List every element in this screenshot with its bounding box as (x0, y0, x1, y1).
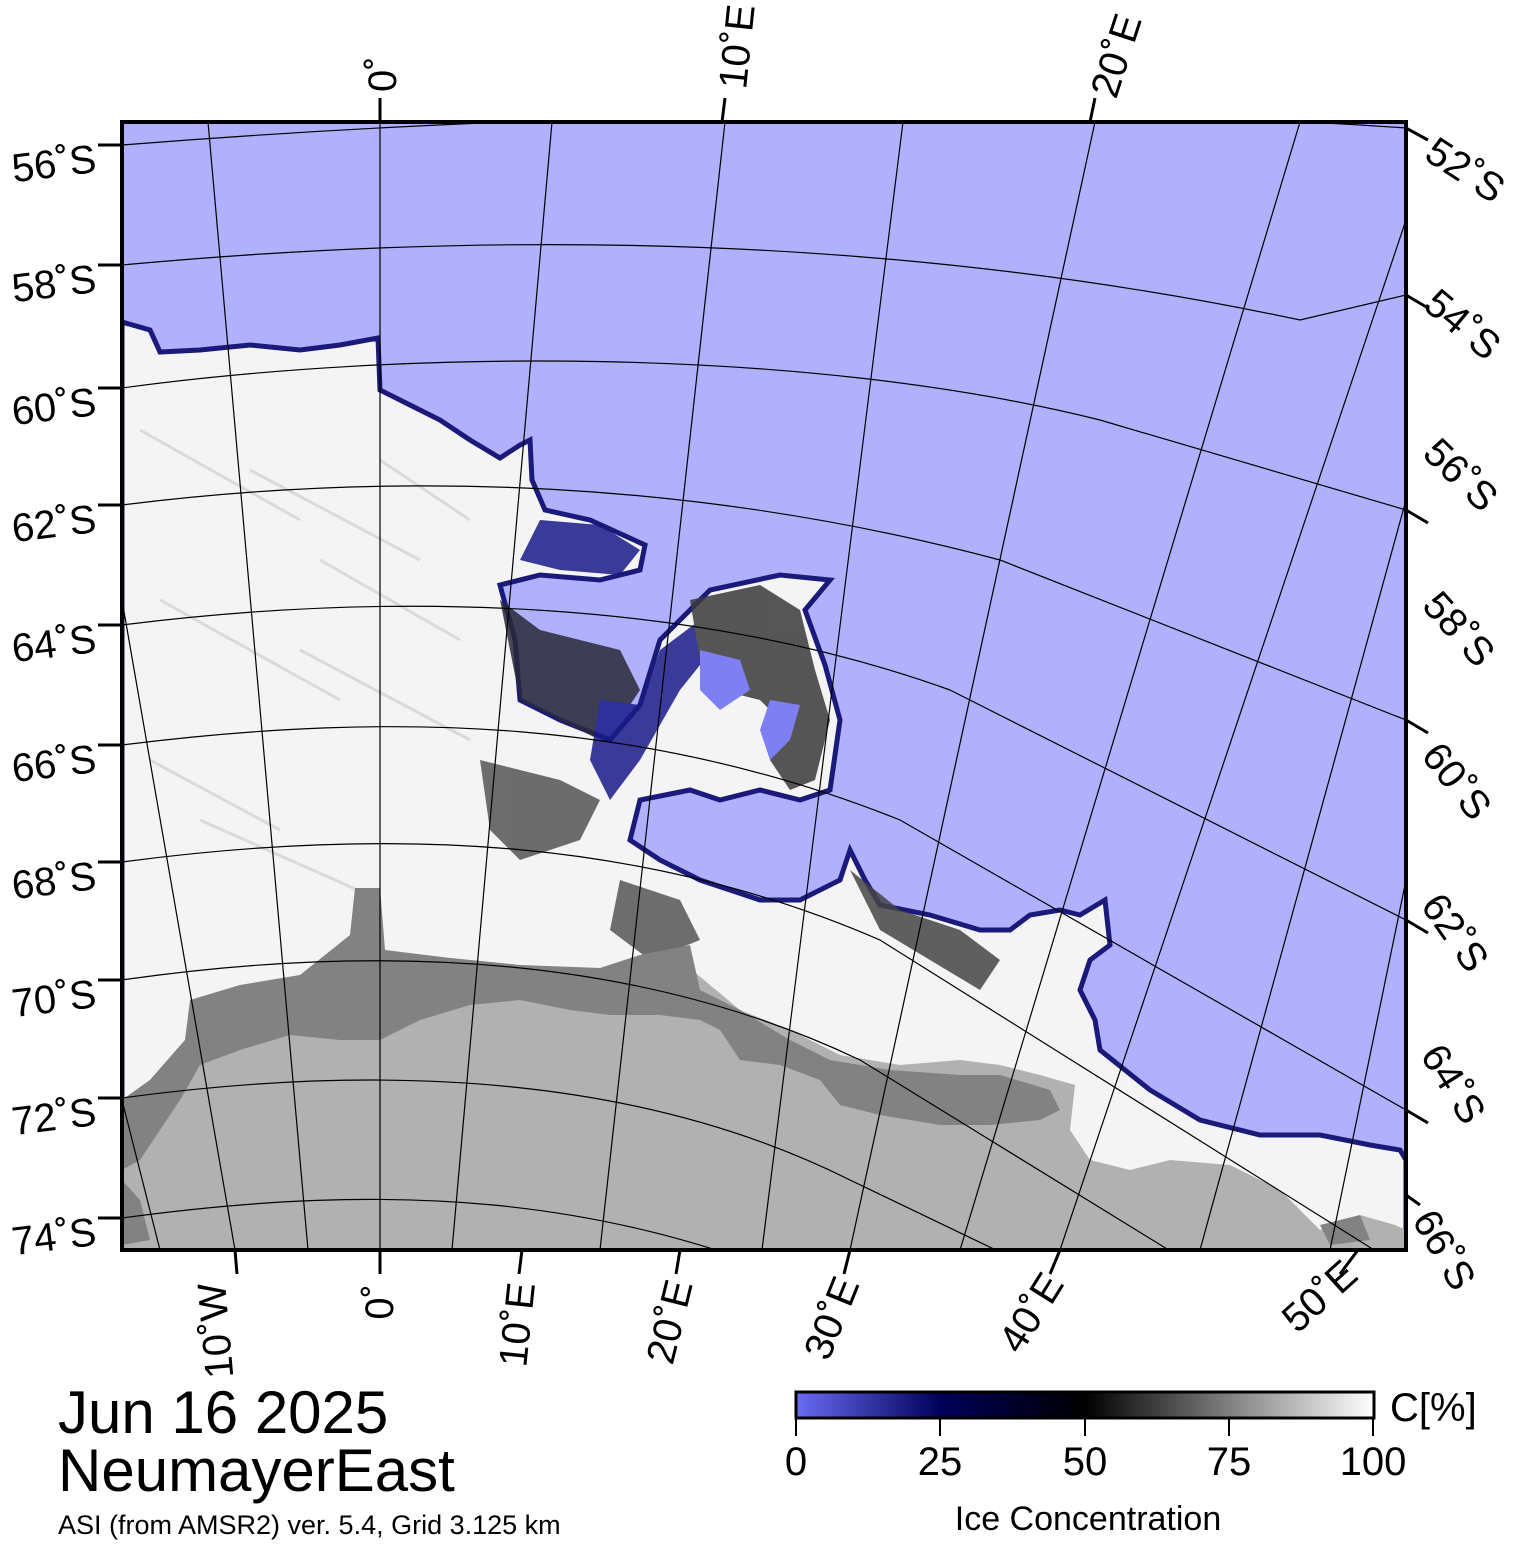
lat-label-right: 64˚S (1412, 1037, 1494, 1132)
colorbar (794, 1390, 1376, 1420)
data-source: ASI (from AMSR2) ver. 5.4, Grid 3.125 km (58, 1510, 561, 1540)
lat-label-left: 74˚S (9, 1210, 98, 1264)
ice-shelf (122, 1180, 150, 1245)
lat-label-left: 56˚S (9, 137, 98, 191)
colorbar-tick-label: 0 (784, 1440, 808, 1484)
lat-label-left: 70˚S (9, 972, 98, 1026)
longitude-lines (122, 122, 1406, 1250)
lon-label-top: 10˚E (711, 2, 764, 91)
ice-shelf (122, 888, 1060, 1170)
lat-label-left: 62˚S (9, 497, 98, 551)
lon-label-bottom: 10˚W (190, 1281, 242, 1380)
bottom-lon-labels: 10˚W 0˚ 10˚E 20˚E 30˚E 40˚E 50˚E (190, 1252, 1366, 1380)
lon-label-bottom: 20˚E (639, 1276, 702, 1369)
map-date: Jun 16 2025 (58, 1379, 389, 1446)
colorbar-label: Ice Concentration (954, 1500, 1222, 1538)
colorbar-ticks (795, 1418, 1374, 1436)
colorbar-unit: C[%] (1390, 1386, 1477, 1430)
colorbar-tick-label: 100 (1339, 1440, 1407, 1484)
region-name: NeumayerEast (58, 1437, 455, 1504)
lat-label-right: 56˚S (1415, 430, 1506, 520)
latitude-lines (122, 122, 1406, 1250)
lat-label-left: 66˚S (9, 737, 98, 791)
map-frame (120, 120, 1408, 1252)
lat-label-right: 52˚S (1418, 129, 1513, 212)
lon-label-bottom: 0˚ (358, 1284, 402, 1320)
colorbar-tick-label: 25 (917, 1440, 963, 1484)
left-lat-labels: 56˚S 58˚S 60˚S 62˚S 64˚S 66˚S 68˚S 70˚S … (9, 137, 98, 1264)
lat-label-left: 58˚S (9, 257, 98, 311)
lat-label-left: 60˚S (9, 380, 98, 434)
lon-label-top: 20˚E (1083, 9, 1151, 103)
lon-label-bottom: 40˚E (991, 1265, 1073, 1360)
colorbar-tick-label: 50 (1062, 1440, 1108, 1484)
lat-label-right: 60˚S (1413, 735, 1500, 829)
top-lon-labels: 0˚ 10˚E 20˚E (361, 2, 1151, 102)
lat-label-right: 54˚S (1416, 281, 1509, 369)
lat-label-left: 72˚S (9, 1090, 98, 1144)
lon-label-bottom: 10˚E (491, 1280, 544, 1369)
lon-label-bottom: 50˚E (1274, 1252, 1366, 1341)
pack-ice-texture (139, 428, 471, 902)
lon-label-bottom: 30˚E (796, 1271, 868, 1366)
lat-label-left: 68˚S (9, 854, 98, 908)
lat-label-right: 66˚S (1404, 1203, 1484, 1298)
marginal-ice-zone (480, 520, 1000, 990)
lat-label-right: 58˚S (1414, 583, 1503, 675)
lat-label-left: 64˚S (9, 617, 98, 671)
colorbar-tick-label: 75 (1206, 1440, 1252, 1484)
tick-marks (98, 97, 1429, 1275)
lon-label-top: 0˚ (361, 56, 405, 92)
